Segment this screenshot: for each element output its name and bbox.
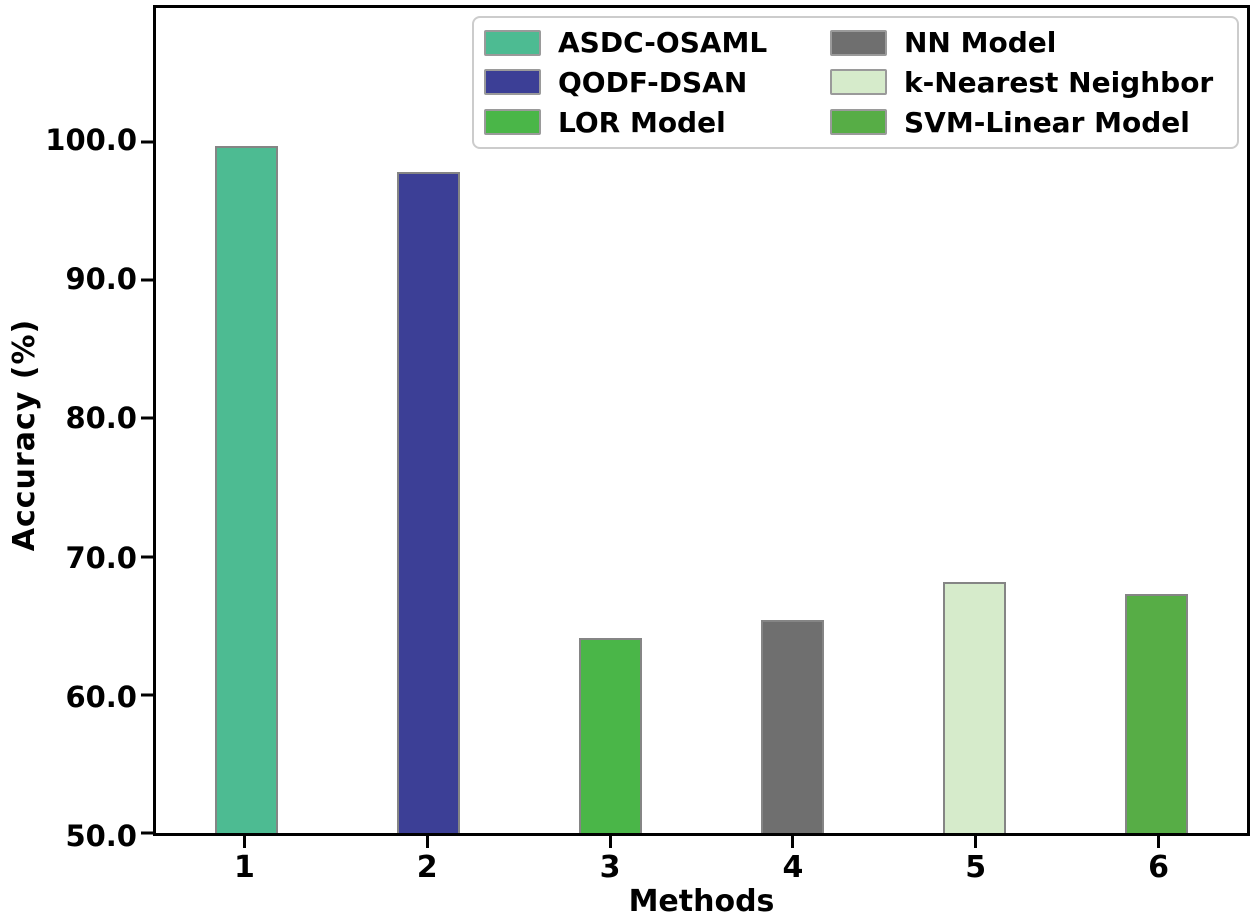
bar-k-nearest-neighbor xyxy=(942,581,1006,833)
legend-item: k-Nearest Neighbor xyxy=(830,66,1227,99)
y-tick-mark xyxy=(141,416,153,420)
legend-swatch-icon xyxy=(830,29,887,56)
x-tick: 5 xyxy=(884,836,1067,885)
x-tick-mark xyxy=(791,836,795,848)
legend-item: ASDC-OSAML xyxy=(484,26,830,59)
legend-item: QODF-DSAN xyxy=(484,66,830,99)
legend-label: ASDC-OSAML xyxy=(558,26,768,60)
x-tick: 2 xyxy=(336,836,519,885)
legend-swatch-icon xyxy=(484,109,541,136)
y-tick-label: 80.0 xyxy=(65,401,137,436)
x-tick-mark xyxy=(242,836,246,848)
x-tick: 3 xyxy=(519,836,702,885)
y-axis-label: Accuracy (%) xyxy=(7,318,42,552)
legend-label: LOR Model xyxy=(558,105,726,139)
bar-lor-model xyxy=(579,638,643,833)
x-tick: 1 xyxy=(153,836,336,885)
bar-nn-model xyxy=(760,620,824,833)
legend-swatch-icon xyxy=(830,109,887,136)
x-tick-mark xyxy=(425,836,429,848)
legend-label: NN Model xyxy=(904,26,1057,60)
x-tick-label: 3 xyxy=(599,850,621,885)
plot-area: ASDC-OSAML QODF-DSAN LOR Model NN Model k-Ne… xyxy=(141,5,1250,836)
bar-slot xyxy=(701,8,883,833)
x-tick-mark xyxy=(608,836,612,848)
legend-label: SVM-Linear Model xyxy=(904,105,1190,139)
legend-label: QODF-DSAN xyxy=(558,65,748,99)
legend-item: NN Model xyxy=(830,26,1227,59)
x-tick-label: 1 xyxy=(233,850,255,885)
bar-slot xyxy=(520,8,702,833)
bar-qodf-dsan xyxy=(397,172,461,833)
x-tick-mark xyxy=(974,836,978,848)
bar-slot xyxy=(338,8,520,833)
x-tick-label: 6 xyxy=(1148,850,1169,885)
y-tick-label: 100.0 xyxy=(45,123,137,158)
y-tick-label: 90.0 xyxy=(65,262,137,297)
x-tick-label: 5 xyxy=(965,850,987,885)
bar-slot xyxy=(883,8,1065,833)
x-axis-label: Methods xyxy=(628,884,775,919)
x-tick-label: 4 xyxy=(782,850,804,885)
legend-swatch-icon xyxy=(484,29,541,56)
bars-container xyxy=(156,8,1247,833)
x-tick-mark xyxy=(1157,836,1161,848)
y-tick-mark xyxy=(141,278,153,282)
legend: ASDC-OSAML QODF-DSAN LOR Model NN Model k-Ne… xyxy=(472,16,1239,149)
bar-slot xyxy=(156,8,338,833)
x-axis-ticks: 1 2 3 4 5 6 xyxy=(153,836,1250,885)
bar-slot xyxy=(1065,8,1247,833)
y-tick-mark xyxy=(141,140,153,144)
y-tick-mark xyxy=(141,693,153,697)
y-tick-label: 70.0 xyxy=(65,540,137,575)
legend-swatch-icon xyxy=(830,69,887,96)
y-tick-label: 50.0 xyxy=(65,819,137,853)
legend-item: LOR Model xyxy=(484,106,830,139)
y-tick-mark xyxy=(141,555,153,559)
y-tick-label: 60.0 xyxy=(65,679,137,714)
x-tick-label: 2 xyxy=(416,850,438,885)
bar-asdc-osaml xyxy=(215,146,279,833)
legend-label: k-Nearest Neighbor xyxy=(904,65,1214,99)
legend-item: SVM-Linear Model xyxy=(830,106,1227,139)
x-tick: 6 xyxy=(1067,836,1250,885)
legend-swatch-icon xyxy=(484,69,541,96)
y-tick-mark xyxy=(141,831,153,835)
bar-svm-linear-model xyxy=(1124,593,1188,833)
x-tick: 4 xyxy=(701,836,884,885)
